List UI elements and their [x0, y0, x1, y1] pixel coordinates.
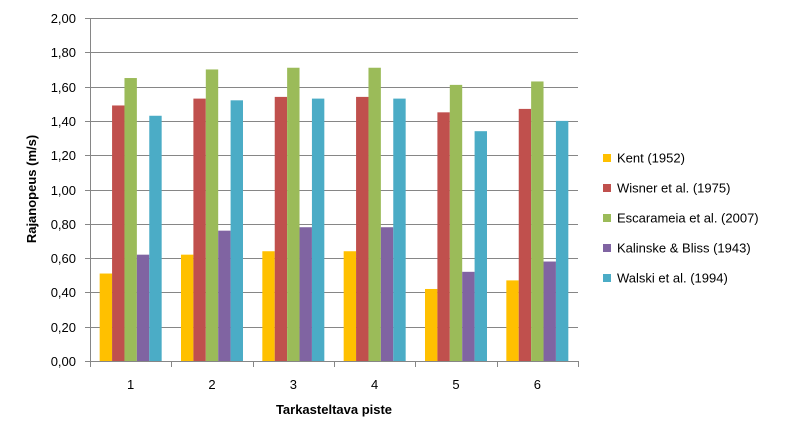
legend-label: Escarameia et al. (2007)	[617, 211, 759, 226]
bar	[112, 105, 125, 361]
y-tick-label: 1,60	[51, 80, 76, 95]
bar	[287, 67, 300, 362]
x-axis-title: Tarkasteltava piste	[276, 402, 392, 417]
y-tick-label: 0,80	[51, 217, 76, 232]
y-tick-label: 0,60	[51, 251, 76, 266]
gridlines	[90, 18, 578, 328]
bars	[99, 67, 569, 362]
bar	[299, 227, 312, 361]
legend: Kent (1952) Wisner et al. (1975) Escaramei…	[603, 151, 759, 286]
bar	[356, 96, 369, 361]
bar	[124, 78, 137, 361]
bar	[474, 131, 487, 361]
x-tick-label: 1	[127, 377, 134, 392]
legend-swatch	[603, 214, 611, 222]
legend-label: Kalinske & Bliss (1943)	[617, 241, 751, 256]
x-tick-label: 3	[290, 377, 297, 392]
x-tick-label: 6	[534, 377, 541, 392]
y-tick-label: 0,40	[51, 285, 76, 300]
bar	[99, 273, 113, 361]
legend-swatch	[603, 244, 611, 252]
tick-labels: 0,00 0,20 0,40 0,60 0,80 1,00 1,20 1,40 1,60 1,80…	[51, 11, 541, 392]
y-tick-label: 0,20	[51, 320, 76, 335]
y-tick-label: 1,00	[51, 183, 76, 198]
legend-label: Walski et al. (1994)	[617, 271, 728, 286]
bar	[343, 251, 357, 361]
bar	[262, 251, 275, 361]
y-tick-label: 1,80	[51, 45, 76, 60]
bar	[380, 227, 394, 361]
bar	[181, 254, 194, 361]
legend-swatch	[603, 154, 611, 162]
bar	[136, 254, 150, 361]
bar	[274, 96, 288, 361]
bar	[393, 98, 406, 362]
x-tick-label: 5	[452, 377, 459, 392]
bar	[218, 230, 231, 361]
bar	[449, 84, 463, 361]
y-axis-title: Rajanopeus (m/s)	[24, 135, 39, 243]
bar	[149, 115, 162, 361]
bar	[543, 261, 556, 361]
bar	[518, 108, 532, 362]
bar	[425, 288, 438, 361]
y-tick-label: 1,20	[51, 148, 76, 163]
bar	[555, 120, 569, 362]
legend-label: Wisner et al. (1975)	[617, 181, 730, 196]
y-tick-label: 1,40	[51, 114, 76, 129]
bar	[311, 98, 325, 362]
bar	[437, 112, 450, 361]
axes	[85, 18, 579, 367]
bar	[193, 98, 206, 362]
bar	[368, 67, 381, 362]
bar	[230, 100, 243, 361]
y-tick-label: 2,00	[51, 11, 76, 26]
bar	[506, 280, 519, 361]
y-tick-label: 0,00	[51, 354, 76, 369]
legend-label: Kent (1952)	[617, 151, 685, 166]
bar	[531, 81, 544, 362]
bar	[462, 271, 475, 361]
x-tick-label: 2	[208, 377, 215, 392]
legend-swatch	[603, 184, 611, 192]
bar	[205, 69, 219, 361]
x-tick-label: 4	[371, 377, 378, 392]
legend-swatch	[603, 274, 611, 282]
